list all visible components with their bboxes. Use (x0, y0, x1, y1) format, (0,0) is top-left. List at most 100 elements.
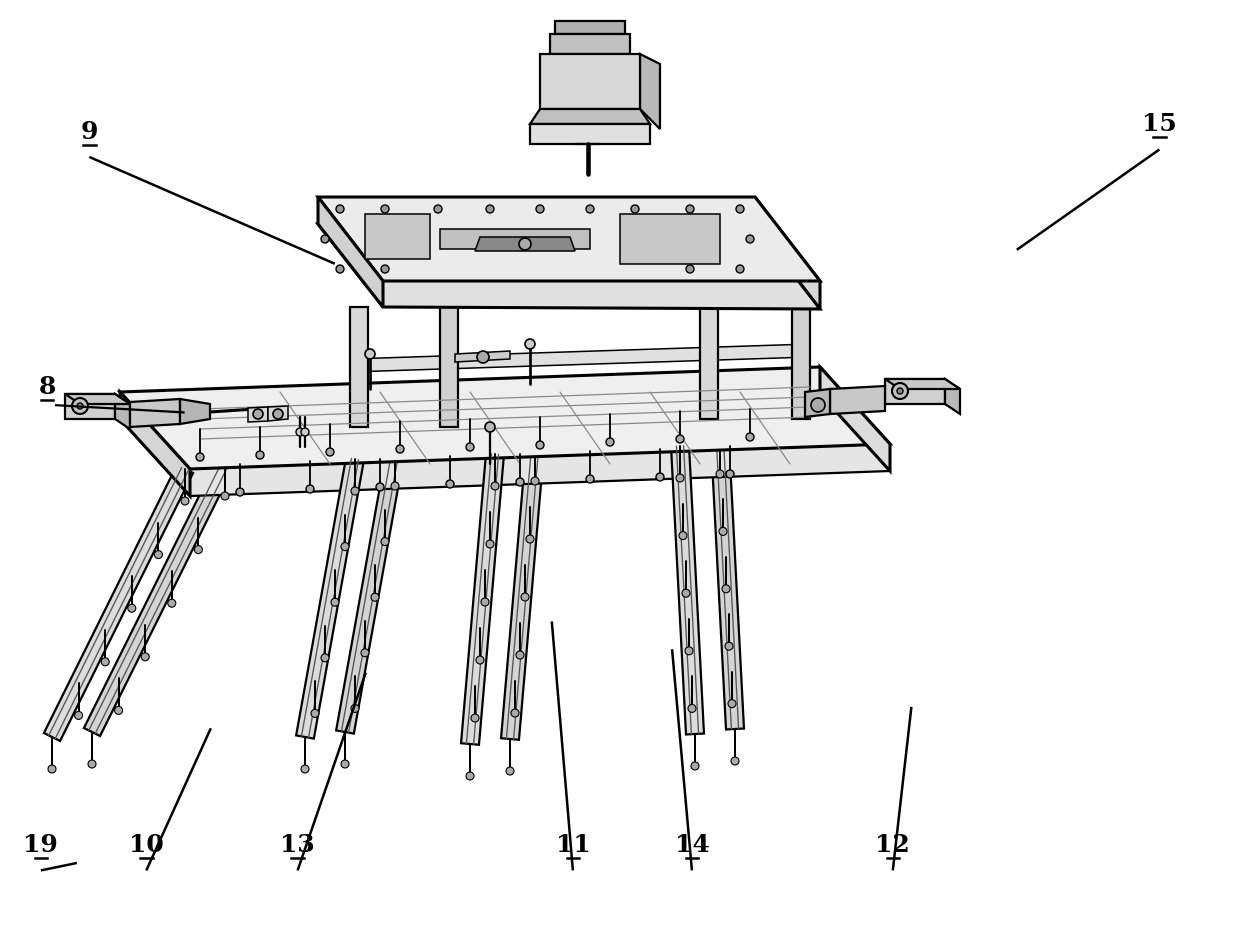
Circle shape (737, 265, 744, 274)
Circle shape (676, 435, 684, 444)
Polygon shape (792, 300, 810, 419)
Circle shape (88, 760, 95, 768)
Circle shape (684, 647, 693, 655)
Polygon shape (317, 225, 820, 310)
Circle shape (485, 422, 495, 432)
Circle shape (466, 444, 474, 452)
Circle shape (691, 762, 699, 770)
Circle shape (381, 206, 389, 213)
Circle shape (72, 398, 88, 415)
Circle shape (391, 483, 399, 491)
Circle shape (536, 442, 544, 449)
Polygon shape (296, 458, 363, 739)
Polygon shape (885, 380, 960, 390)
Polygon shape (945, 380, 960, 415)
Polygon shape (885, 380, 945, 405)
Circle shape (221, 493, 229, 500)
Polygon shape (539, 55, 640, 110)
Circle shape (336, 206, 343, 213)
Circle shape (811, 398, 825, 413)
Text: 12: 12 (875, 832, 910, 856)
Polygon shape (120, 367, 890, 470)
Circle shape (381, 265, 389, 274)
Polygon shape (455, 352, 510, 363)
Text: 11: 11 (556, 832, 590, 856)
Circle shape (525, 340, 534, 350)
Circle shape (486, 206, 494, 213)
Circle shape (341, 760, 348, 768)
Circle shape (722, 586, 730, 593)
Circle shape (77, 404, 83, 409)
Text: 15: 15 (1142, 112, 1177, 135)
Circle shape (102, 658, 109, 666)
Circle shape (476, 656, 484, 664)
Circle shape (311, 710, 319, 717)
Polygon shape (440, 308, 458, 428)
Circle shape (506, 767, 515, 775)
Circle shape (301, 766, 309, 773)
Circle shape (656, 473, 663, 482)
Circle shape (631, 206, 639, 213)
Polygon shape (130, 400, 180, 428)
Polygon shape (475, 238, 575, 251)
Circle shape (606, 439, 614, 446)
Circle shape (521, 593, 529, 601)
Text: 19: 19 (24, 832, 58, 856)
Circle shape (526, 535, 534, 544)
Polygon shape (711, 442, 744, 729)
Circle shape (336, 265, 343, 274)
Circle shape (682, 589, 689, 598)
Circle shape (321, 654, 329, 662)
Text: 13: 13 (280, 832, 315, 856)
Polygon shape (461, 454, 503, 745)
Polygon shape (365, 214, 430, 260)
Polygon shape (701, 300, 718, 419)
Circle shape (255, 452, 264, 459)
Circle shape (341, 543, 348, 551)
Polygon shape (529, 125, 650, 145)
Circle shape (516, 479, 525, 486)
Polygon shape (620, 214, 720, 264)
Circle shape (306, 485, 314, 494)
Circle shape (715, 470, 724, 479)
Circle shape (520, 238, 531, 251)
Polygon shape (529, 110, 650, 125)
Polygon shape (115, 394, 130, 430)
Polygon shape (317, 198, 820, 282)
Circle shape (446, 481, 454, 488)
Polygon shape (43, 466, 193, 741)
Polygon shape (350, 308, 368, 428)
Text: 8: 8 (38, 375, 56, 398)
Circle shape (381, 538, 389, 546)
Circle shape (128, 604, 136, 612)
Circle shape (301, 429, 309, 436)
Circle shape (167, 599, 176, 608)
Circle shape (686, 265, 694, 274)
Circle shape (746, 236, 754, 244)
Polygon shape (501, 449, 544, 740)
Circle shape (331, 599, 339, 607)
Circle shape (725, 470, 734, 479)
Circle shape (195, 546, 202, 554)
Polygon shape (336, 453, 404, 734)
Circle shape (746, 433, 754, 442)
Circle shape (141, 653, 149, 661)
Polygon shape (820, 367, 890, 471)
Polygon shape (755, 198, 820, 310)
Polygon shape (317, 198, 383, 308)
Circle shape (737, 206, 744, 213)
Polygon shape (671, 446, 704, 735)
Circle shape (48, 766, 56, 773)
Circle shape (491, 483, 498, 491)
Circle shape (471, 715, 479, 722)
Polygon shape (551, 35, 630, 55)
Circle shape (196, 454, 205, 461)
Circle shape (486, 540, 494, 548)
Circle shape (466, 772, 474, 780)
Circle shape (321, 236, 329, 244)
Text: 10: 10 (129, 832, 164, 856)
Circle shape (376, 483, 384, 492)
Polygon shape (440, 230, 590, 250)
Circle shape (676, 474, 684, 483)
Polygon shape (268, 406, 288, 421)
